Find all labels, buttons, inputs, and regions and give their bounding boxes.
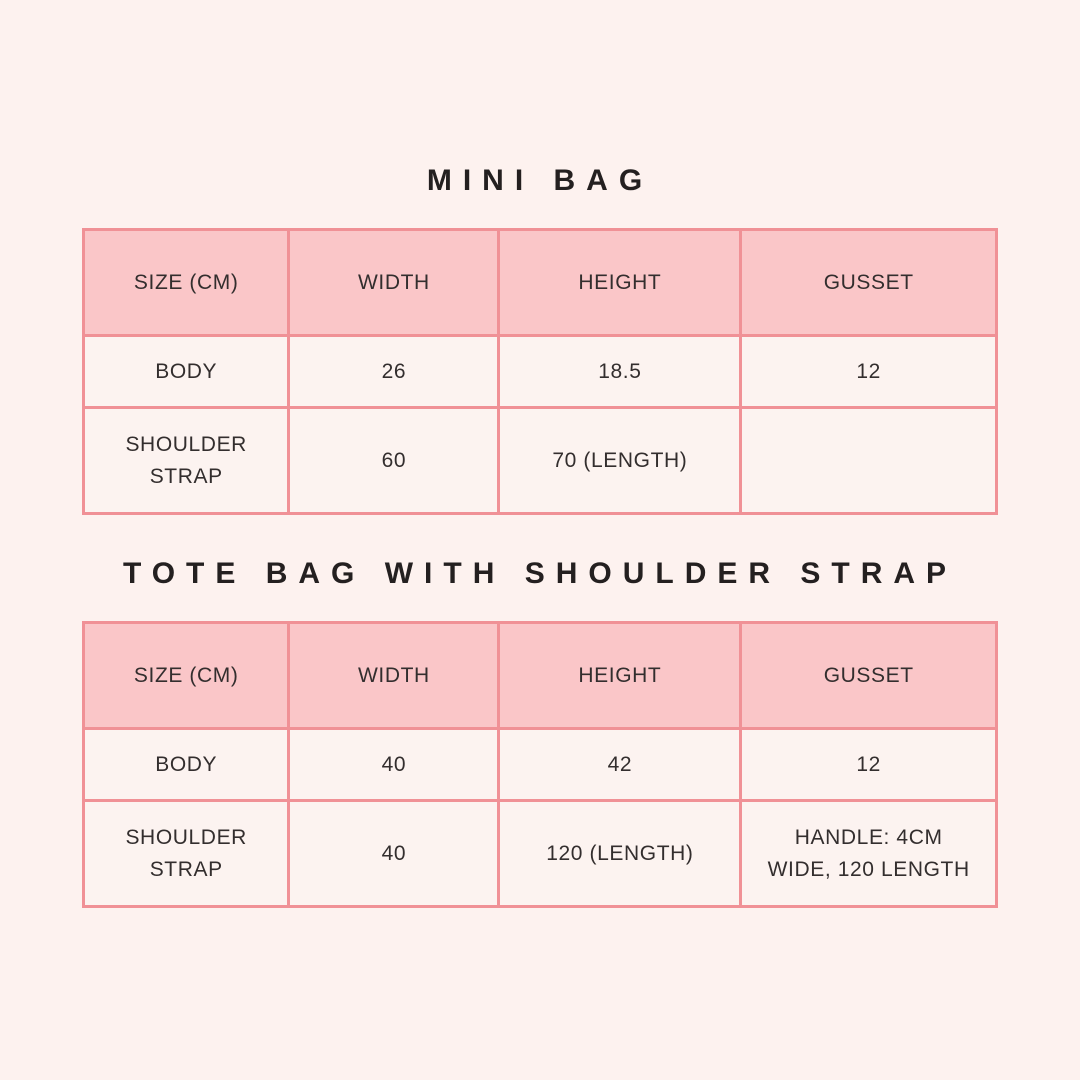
table-row-body: BODY 26 18.5 12 (81, 334, 998, 409)
cell-row-label: SHOULDER STRAP (81, 799, 291, 908)
cell-gusset: 12 (739, 334, 998, 409)
cell-height: 120 (LENGTH) (497, 799, 743, 908)
column-header-height: HEIGHT (497, 621, 743, 730)
table-row-shoulder-strap: SHOULDER STRAP 60 70 (LENGTH) (81, 406, 998, 515)
column-header-gusset: GUSSET (739, 228, 998, 337)
column-header-width: WIDTH (287, 621, 501, 730)
cell-gusset (739, 406, 998, 515)
cell-row-label: BODY (81, 334, 291, 409)
cell-width: 60 (287, 406, 501, 515)
header-row: SIZE (CM) WIDTH HEIGHT GUSSET (81, 621, 998, 730)
cell-width: 40 (287, 727, 501, 802)
tote-bag-title: TOTE BAG WITH SHOULDER STRAP (122, 557, 958, 590)
column-header-width: WIDTH (287, 228, 501, 337)
cell-height: 42 (497, 727, 743, 802)
mini-bag-title: MINI BAG (426, 164, 654, 197)
cell-row-label: BODY (81, 727, 291, 802)
cell-width: 26 (287, 334, 501, 409)
cell-width: 40 (287, 799, 501, 908)
column-header-height: HEIGHT (497, 228, 743, 337)
column-header-size: SIZE (CM) (81, 228, 291, 337)
cell-height: 70 (LENGTH) (497, 406, 743, 515)
cell-row-label: SHOULDER STRAP (81, 406, 291, 515)
table-row-shoulder-strap: SHOULDER STRAP 40 120 (LENGTH) HANDLE: 4… (81, 799, 998, 908)
header-row: SIZE (CM) WIDTH HEIGHT GUSSET (81, 228, 998, 337)
mini-bag-section: MINI BAG SIZE (CM) WIDTH HEIGHT GUSSET B… (81, 160, 998, 515)
tote-bag-section: TOTE BAG WITH SHOULDER STRAP SIZE (CM) W… (81, 553, 998, 908)
tote-bag-table: SIZE (CM) WIDTH HEIGHT GUSSET BODY 40 42… (81, 621, 998, 908)
table-row-body: BODY 40 42 12 (81, 727, 998, 802)
column-header-gusset: GUSSET (739, 621, 998, 730)
cell-height: 18.5 (497, 334, 743, 409)
column-header-size: SIZE (CM) (81, 621, 291, 730)
cell-gusset: 12 (739, 727, 998, 802)
mini-bag-table: SIZE (CM) WIDTH HEIGHT GUSSET BODY 26 18… (81, 228, 998, 515)
cell-gusset: HANDLE: 4CM WIDE, 120 LENGTH (739, 799, 998, 908)
